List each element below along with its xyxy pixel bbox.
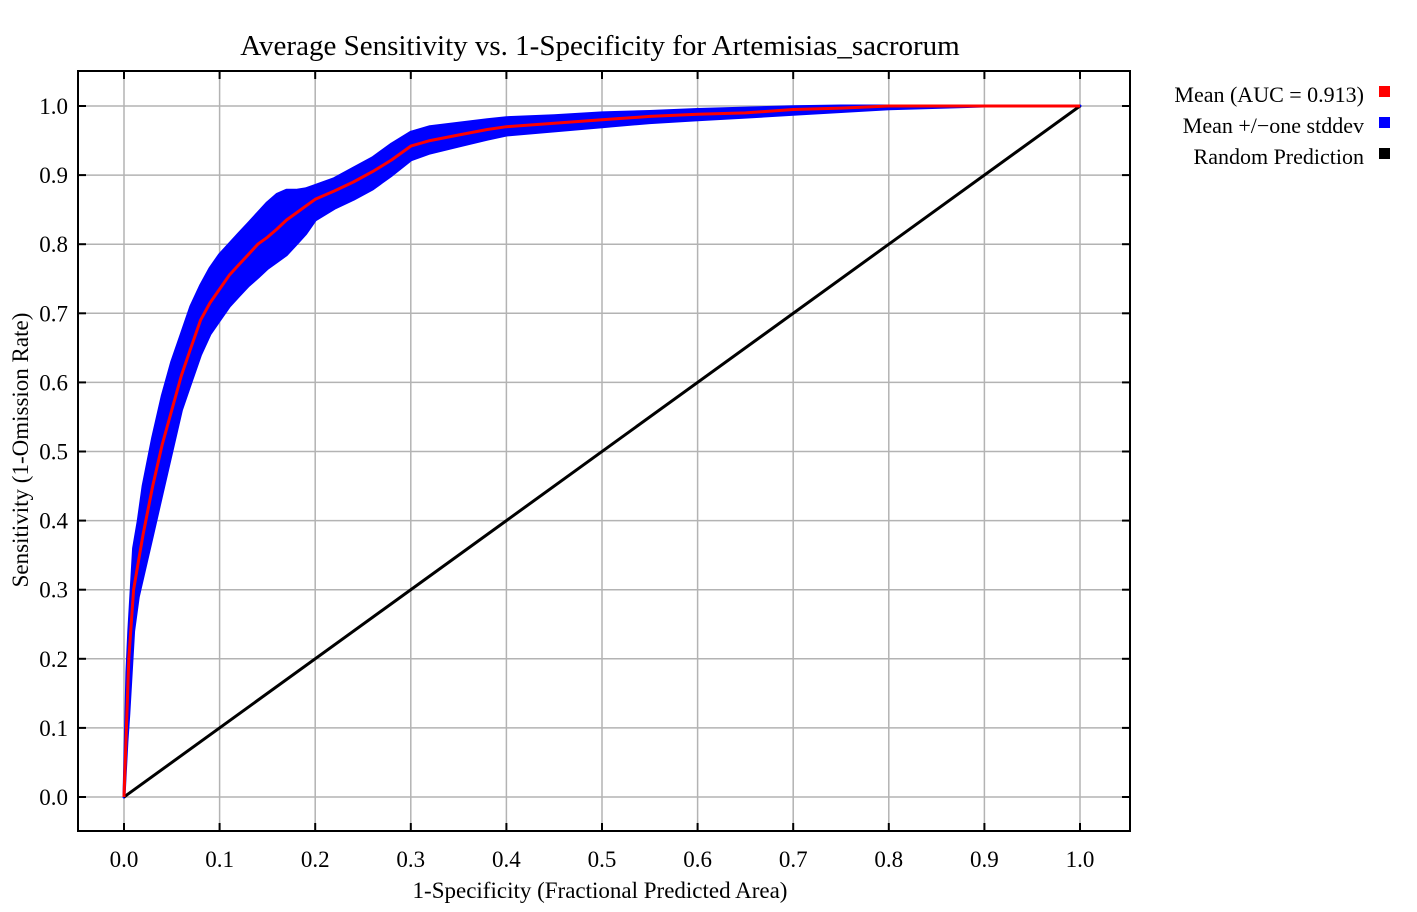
y-tick-label: 0.6: [39, 370, 68, 395]
legend-swatch: [1379, 117, 1390, 128]
x-tick-label: 0.4: [492, 847, 521, 872]
chart-title: Average Sensitivity vs. 1-Specificity fo…: [240, 30, 960, 62]
y-axis-label: Sensitivity (1-Omission Rate): [8, 313, 33, 588]
x-tick-label: 0.6: [683, 847, 712, 872]
legend-label: Mean (AUC = 0.913): [1174, 82, 1364, 107]
x-tick-label: 1.0: [1066, 847, 1095, 872]
legend: Mean (AUC = 0.913) Mean +/−one stddev Rand…: [1174, 82, 1390, 169]
x-tick-label: 0.2: [301, 847, 330, 872]
random-prediction-line: [123, 104, 1081, 799]
y-tick-label: 0.1: [39, 716, 68, 741]
y-tick-label: 1.0: [39, 94, 68, 119]
x-axis-label: 1-Specificity (Fractional Predicted Area…: [413, 878, 788, 903]
x-tick-label: 0.0: [110, 847, 139, 872]
y-tick-label: 0.8: [39, 232, 68, 257]
y-tick-label: 0.7: [39, 301, 68, 326]
y-tick-label: 0.2: [39, 647, 68, 672]
series-layer: [122, 104, 1081, 799]
x-tick-label: 0.5: [588, 847, 617, 872]
y-tick-label: 0.5: [39, 440, 68, 465]
y-tick-label: 0.3: [39, 578, 68, 603]
y-tick-label: 0.9: [39, 163, 68, 188]
legend-label: Mean +/−one stddev: [1183, 113, 1364, 138]
x-tick-label: 0.9: [970, 847, 999, 872]
y-tick-label: 0.4: [39, 509, 68, 534]
legend-swatch: [1379, 148, 1390, 159]
x-tick-label: 0.8: [874, 847, 903, 872]
x-tick-label: 0.3: [396, 847, 425, 872]
legend-label: Random Prediction: [1194, 144, 1364, 169]
axis-ticks: 0.0 0.1 0.2 0.3 0.4 0.5 0.6 0.7 0.8 0.9 1.0 0.0 0.1 0…: [39, 71, 1130, 872]
mean-roc-line: [122, 104, 1080, 798]
legend-swatch: [1379, 86, 1390, 97]
y-tick-label: 0.0: [39, 785, 68, 810]
x-tick-label: 0.7: [779, 847, 808, 872]
x-tick-label: 0.1: [205, 847, 234, 872]
